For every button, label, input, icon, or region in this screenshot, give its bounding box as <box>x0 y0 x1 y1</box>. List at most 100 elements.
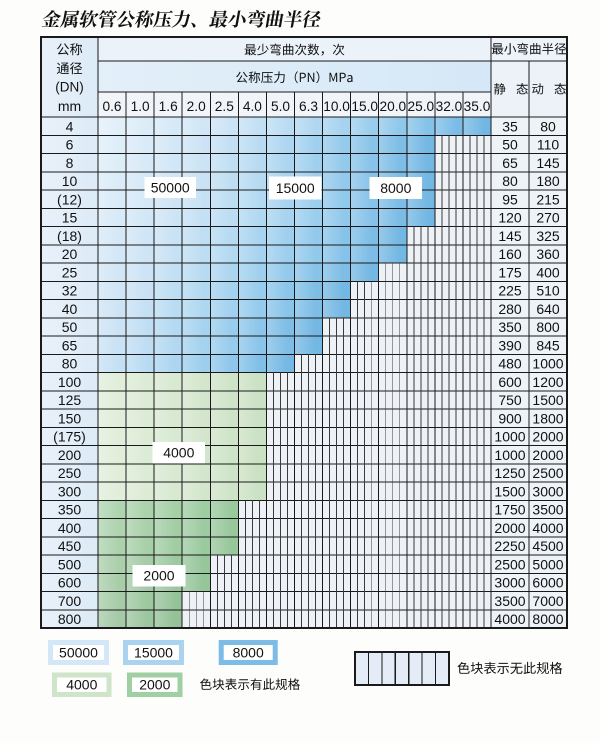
svg-text:2500: 2500 <box>532 465 563 481</box>
svg-text:2250: 2250 <box>494 538 525 554</box>
svg-text:8000: 8000 <box>380 180 411 196</box>
svg-text:3000: 3000 <box>494 575 525 591</box>
svg-text:(175): (175) <box>53 429 86 445</box>
svg-text:845: 845 <box>536 337 560 353</box>
svg-text:350: 350 <box>58 502 82 518</box>
svg-text:390: 390 <box>498 337 522 353</box>
svg-text:160: 160 <box>498 246 522 262</box>
svg-text:4000: 4000 <box>66 677 97 693</box>
svg-text:7000: 7000 <box>532 593 563 609</box>
svg-text:125: 125 <box>58 392 82 408</box>
svg-text:1.6: 1.6 <box>159 99 178 114</box>
svg-text:110: 110 <box>537 137 560 153</box>
svg-text:6.3: 6.3 <box>299 99 318 114</box>
svg-text:1.0: 1.0 <box>131 99 150 114</box>
svg-text:145: 145 <box>498 228 522 244</box>
svg-text:4000: 4000 <box>163 445 194 461</box>
svg-text:0.6: 0.6 <box>102 99 121 114</box>
svg-text:640: 640 <box>536 301 560 317</box>
svg-text:150: 150 <box>58 410 82 426</box>
svg-text:32: 32 <box>62 283 78 299</box>
svg-text:5.0: 5.0 <box>271 99 290 114</box>
svg-text:5000: 5000 <box>532 556 563 572</box>
svg-text:10: 10 <box>62 173 78 189</box>
svg-text:480: 480 <box>498 356 522 372</box>
svg-text:3500: 3500 <box>532 502 563 518</box>
svg-text:50: 50 <box>62 319 78 335</box>
svg-text:1250: 1250 <box>494 465 525 481</box>
svg-text:4: 4 <box>66 118 74 134</box>
svg-text:4.0: 4.0 <box>243 99 262 114</box>
svg-text:800: 800 <box>536 319 560 335</box>
svg-text:35: 35 <box>502 118 518 134</box>
svg-text:8000: 8000 <box>532 611 563 627</box>
svg-text:900: 900 <box>498 410 522 426</box>
svg-text:3000: 3000 <box>532 483 563 499</box>
svg-text:65: 65 <box>502 155 518 171</box>
svg-text:8: 8 <box>66 155 74 171</box>
svg-text:510: 510 <box>536 283 560 299</box>
svg-text:450: 450 <box>58 538 82 554</box>
svg-text:145: 145 <box>536 155 560 171</box>
svg-text:80: 80 <box>62 356 78 372</box>
svg-text:20: 20 <box>62 246 78 262</box>
svg-text:4000: 4000 <box>532 520 563 536</box>
svg-text:500: 500 <box>58 556 82 572</box>
svg-text:300: 300 <box>58 483 82 499</box>
svg-text:280: 280 <box>498 301 522 317</box>
svg-text:120: 120 <box>498 210 522 226</box>
svg-text:4500: 4500 <box>532 538 563 554</box>
svg-text:40: 40 <box>62 301 78 317</box>
svg-text:1750: 1750 <box>494 502 525 518</box>
svg-text:1500: 1500 <box>532 392 563 408</box>
svg-text:50: 50 <box>502 137 518 153</box>
svg-text:6000: 6000 <box>532 575 563 591</box>
svg-text:400: 400 <box>58 520 82 536</box>
svg-text:750: 750 <box>498 392 522 408</box>
svg-text:2000: 2000 <box>532 447 563 463</box>
svg-text:2500: 2500 <box>494 556 525 572</box>
svg-text:65: 65 <box>62 337 78 353</box>
svg-text:1000: 1000 <box>532 356 563 372</box>
svg-text:25: 25 <box>62 264 78 280</box>
svg-text:15: 15 <box>62 210 78 226</box>
svg-text:80: 80 <box>540 118 556 134</box>
svg-text:1200: 1200 <box>532 374 563 390</box>
svg-text:(18): (18) <box>57 228 82 244</box>
svg-text:800: 800 <box>58 611 82 627</box>
svg-text:25.0: 25.0 <box>407 99 434 114</box>
svg-text:360: 360 <box>536 246 560 262</box>
svg-text:1500: 1500 <box>494 483 525 499</box>
svg-text:600: 600 <box>498 374 522 390</box>
svg-text:250: 250 <box>58 465 82 481</box>
svg-text:10.0: 10.0 <box>323 99 350 114</box>
svg-text:1000: 1000 <box>494 429 525 445</box>
svg-text:8000: 8000 <box>233 644 264 660</box>
svg-text:1800: 1800 <box>532 410 563 426</box>
svg-text:95: 95 <box>502 191 518 207</box>
svg-text:3500: 3500 <box>494 593 525 609</box>
svg-text:50000: 50000 <box>151 179 190 195</box>
svg-text:15.0: 15.0 <box>351 99 378 114</box>
svg-text:2.5: 2.5 <box>215 99 234 114</box>
svg-text:175: 175 <box>498 264 522 280</box>
svg-text:350: 350 <box>498 319 522 335</box>
svg-text:200: 200 <box>58 447 82 463</box>
svg-text:(12): (12) <box>57 191 82 207</box>
svg-text:1000: 1000 <box>494 447 525 463</box>
svg-text:2000: 2000 <box>532 429 563 445</box>
svg-text:50000: 50000 <box>59 644 98 660</box>
svg-text:32.0: 32.0 <box>436 99 463 114</box>
svg-text:215: 215 <box>536 191 560 207</box>
svg-text:6: 6 <box>66 137 74 153</box>
svg-text:15000: 15000 <box>276 180 315 196</box>
svg-text:325: 325 <box>536 228 560 244</box>
svg-text:35.0: 35.0 <box>464 99 491 114</box>
svg-text:15000: 15000 <box>134 644 173 660</box>
svg-text:600: 600 <box>58 575 82 591</box>
svg-text:400: 400 <box>536 264 560 280</box>
svg-text:20.0: 20.0 <box>379 99 406 114</box>
svg-text:4000: 4000 <box>494 611 525 627</box>
svg-text:2000: 2000 <box>494 520 525 536</box>
svg-text:225: 225 <box>498 283 522 299</box>
